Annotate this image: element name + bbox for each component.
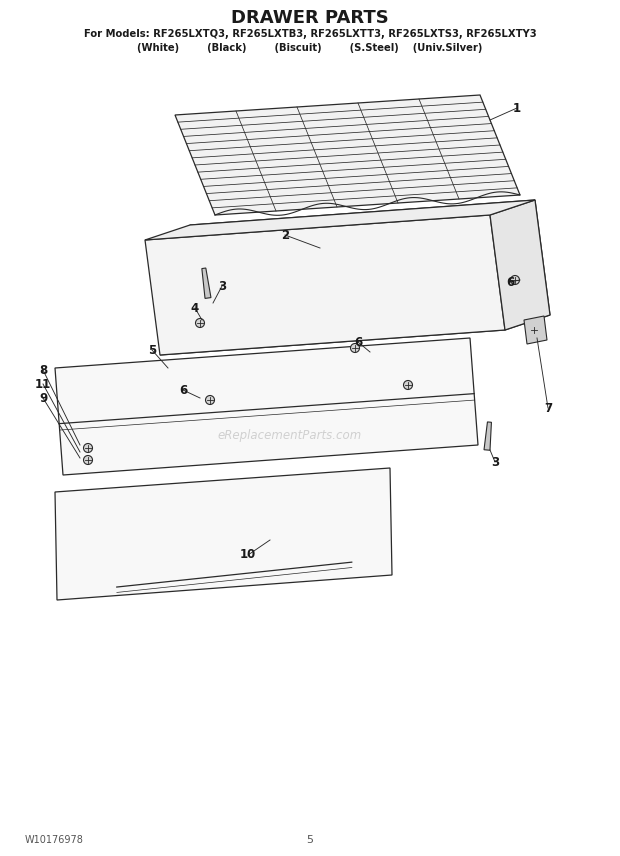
Text: 8: 8 <box>39 364 47 377</box>
Circle shape <box>84 455 92 465</box>
Circle shape <box>195 318 205 328</box>
Polygon shape <box>202 268 211 299</box>
Text: 6: 6 <box>506 276 514 288</box>
Circle shape <box>404 381 412 389</box>
Text: DRAWER PARTS: DRAWER PARTS <box>231 9 389 27</box>
Text: 3: 3 <box>491 455 499 468</box>
Text: 5: 5 <box>148 343 156 356</box>
Text: eReplacementParts.com: eReplacementParts.com <box>218 429 362 442</box>
Text: 3: 3 <box>218 280 226 293</box>
Text: 9: 9 <box>39 391 47 405</box>
Text: 1: 1 <box>513 102 521 115</box>
Polygon shape <box>160 315 550 355</box>
Polygon shape <box>145 200 535 240</box>
Text: 11: 11 <box>35 377 51 390</box>
Circle shape <box>205 395 215 405</box>
Polygon shape <box>55 338 478 475</box>
Polygon shape <box>490 200 550 330</box>
Circle shape <box>84 443 92 453</box>
Text: 6: 6 <box>354 336 362 348</box>
Text: 5: 5 <box>306 835 314 845</box>
Polygon shape <box>524 316 547 344</box>
Text: For Models: RF265LXTQ3, RF265LXTB3, RF265LXTT3, RF265LXTS3, RF265LXTY3: For Models: RF265LXTQ3, RF265LXTB3, RF26… <box>84 29 536 39</box>
Polygon shape <box>55 468 392 600</box>
Circle shape <box>529 325 539 335</box>
Polygon shape <box>175 95 520 215</box>
Polygon shape <box>190 200 550 330</box>
Text: 4: 4 <box>191 301 199 314</box>
Text: 2: 2 <box>281 229 289 241</box>
Text: 7: 7 <box>544 401 552 414</box>
Polygon shape <box>145 215 505 355</box>
Text: 6: 6 <box>179 383 187 396</box>
Text: (White)        (Black)        (Biscuit)        (S.Steel)    (Univ.Silver): (White) (Black) (Biscuit) (S.Steel) (Uni… <box>137 43 483 53</box>
Text: W10176978: W10176978 <box>25 835 84 845</box>
Circle shape <box>350 343 360 353</box>
Text: 10: 10 <box>240 549 256 562</box>
Polygon shape <box>484 422 492 450</box>
Circle shape <box>510 276 520 284</box>
